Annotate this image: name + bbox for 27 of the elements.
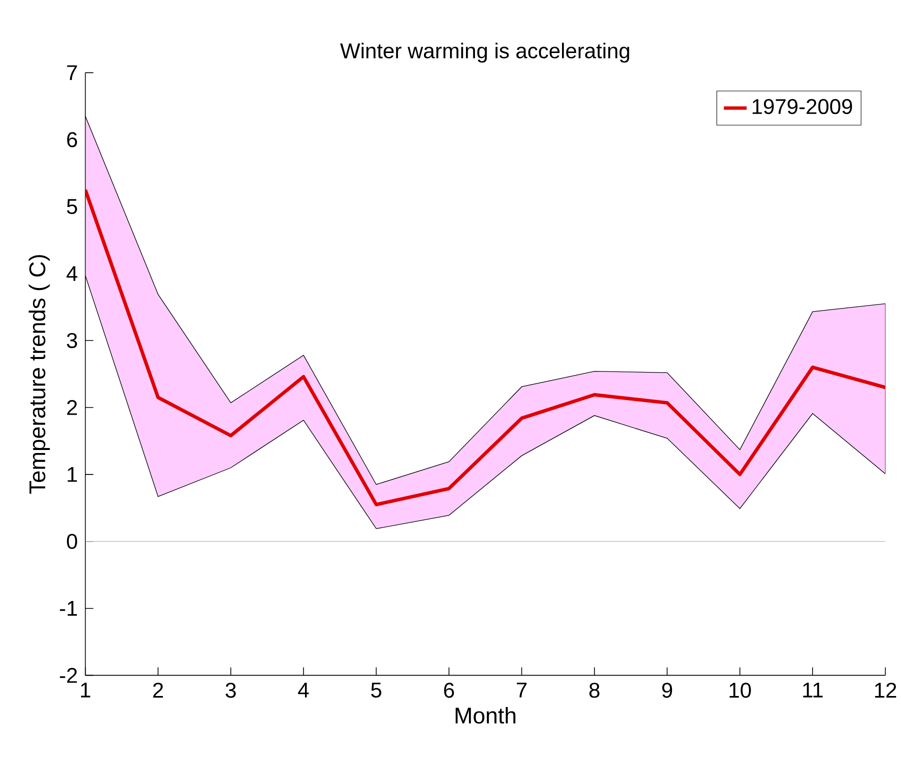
line-series <box>85 188 886 506</box>
x-tick-label: 4 <box>298 682 309 698</box>
y-tick-label: 0 <box>66 534 78 549</box>
x-tick-label: 5 <box>371 682 382 698</box>
y-tick-label: 5 <box>66 199 78 214</box>
y-tick-label: 1 <box>68 467 77 482</box>
x-tick-label: 2 <box>153 682 163 698</box>
x-tick-label: 7 <box>516 682 527 698</box>
chart-title: Winter warming is accelerating <box>340 42 630 63</box>
x-tick-label: 1 <box>81 682 90 698</box>
x-tick-label: 8 <box>589 682 600 698</box>
x-tick-label: 12 <box>875 682 896 698</box>
y-tick-label: 6 <box>67 132 78 148</box>
x-tick-label: 6 <box>444 682 454 698</box>
y-tick-label: -2 <box>60 668 77 683</box>
x-tick-label: 10 <box>730 682 751 698</box>
y-tick-label: -1 <box>60 601 77 616</box>
y-tick-label: 7 <box>67 65 77 80</box>
x-tick-label: 11 <box>803 682 823 698</box>
x-tick-label: 3 <box>226 682 236 698</box>
y-tick-label: 4 <box>66 266 78 281</box>
x-tick-label: 9 <box>662 682 672 698</box>
y-tick-label: 3 <box>66 332 78 348</box>
x-axis-title: Month <box>456 706 516 724</box>
legend-label: 1979-2009 <box>752 99 852 114</box>
y-tick-label: 2 <box>67 400 77 415</box>
y-axis-title: Temperature trends ( C) <box>28 255 50 494</box>
